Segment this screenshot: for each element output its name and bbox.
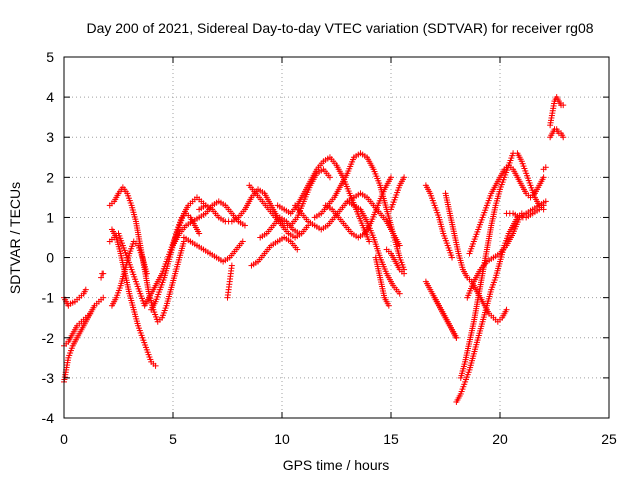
y-tick-label: -2 — [42, 330, 55, 346]
x-tick-label: 5 — [169, 431, 177, 447]
data-point — [385, 302, 392, 309]
series-arc-v — [344, 198, 403, 297]
series-arc-w — [372, 254, 392, 309]
data-point — [401, 174, 408, 181]
series-arc-q — [257, 214, 303, 241]
series-arc-a — [61, 286, 89, 309]
grid — [64, 57, 609, 418]
y-tick-label: -1 — [42, 290, 55, 306]
data-point — [326, 174, 333, 181]
data-point — [87, 310, 94, 317]
series-arc-j — [148, 210, 203, 313]
series-arc-o — [246, 182, 312, 241]
axis-ticks: 0 5 10 15 20 25 -4 -3 -2 -1 0 1 2 3 4 5 — [42, 49, 617, 447]
series-arc-ae — [457, 150, 547, 381]
y-tick-label: 0 — [46, 250, 54, 266]
plot-frame — [63, 56, 610, 419]
x-axis-label: GPS time / hours — [283, 457, 390, 473]
series-arc-ab — [431, 294, 460, 341]
data-point — [396, 242, 403, 249]
data-point — [228, 262, 235, 269]
data-point — [449, 254, 456, 261]
x-tick-label: 15 — [383, 431, 399, 447]
series-arc-af — [466, 162, 547, 257]
y-tick-label: -4 — [42, 410, 55, 426]
series-arc-c — [61, 310, 94, 349]
y-tick-label: 4 — [46, 89, 54, 105]
data-point — [294, 246, 301, 253]
x-tick-label: 25 — [601, 431, 617, 447]
y-tick-label: -3 — [42, 370, 55, 386]
series-arc-d — [98, 270, 107, 281]
series-arc-ai — [540, 164, 549, 173]
series-arc-y — [388, 174, 408, 213]
data-point — [401, 270, 408, 277]
data-point — [100, 294, 107, 301]
series-arc-ak — [547, 126, 567, 141]
data-point — [542, 198, 549, 205]
data-point — [98, 274, 105, 281]
data-point — [503, 306, 510, 313]
x-tick-label: 20 — [492, 431, 508, 447]
series-arc-f — [108, 226, 159, 369]
series-arc-l — [180, 234, 246, 265]
data-point — [241, 222, 248, 229]
data-point — [100, 270, 107, 277]
series-arc-t — [311, 150, 408, 273]
data-point — [196, 230, 203, 237]
data-point — [152, 362, 159, 369]
y-tick-label: 5 — [46, 49, 54, 65]
series-arc-n — [224, 262, 235, 301]
chart-title: Day 200 of 2021, Sidereal Day-to-day VTE… — [86, 20, 593, 36]
data-point — [296, 230, 303, 237]
data-point — [143, 270, 150, 277]
series-arc-h — [108, 238, 150, 309]
series-arc-ah — [503, 202, 547, 221]
series-arc-x — [383, 246, 408, 277]
data-point — [540, 202, 547, 209]
data-point — [453, 334, 460, 341]
data-point — [560, 102, 567, 109]
y-tick-label: 2 — [46, 169, 54, 185]
y-axis-label: SDTVAR / TECUs — [7, 182, 23, 294]
data-point — [540, 174, 547, 181]
series-arc-aj — [547, 94, 567, 129]
data-point — [366, 238, 373, 245]
data-point — [388, 174, 394, 181]
data-point — [542, 164, 549, 171]
data-point — [239, 238, 246, 245]
y-tick-label: 3 — [46, 129, 54, 145]
x-tick-label: 10 — [274, 431, 290, 447]
data-point — [560, 134, 567, 141]
data-point — [396, 290, 403, 297]
y-tick-label: 1 — [46, 209, 54, 225]
x-tick-label: 0 — [60, 431, 68, 447]
data-points — [61, 94, 567, 405]
series-arc-aa — [422, 182, 456, 261]
series-arc-p — [248, 234, 301, 269]
data-point — [82, 286, 89, 293]
